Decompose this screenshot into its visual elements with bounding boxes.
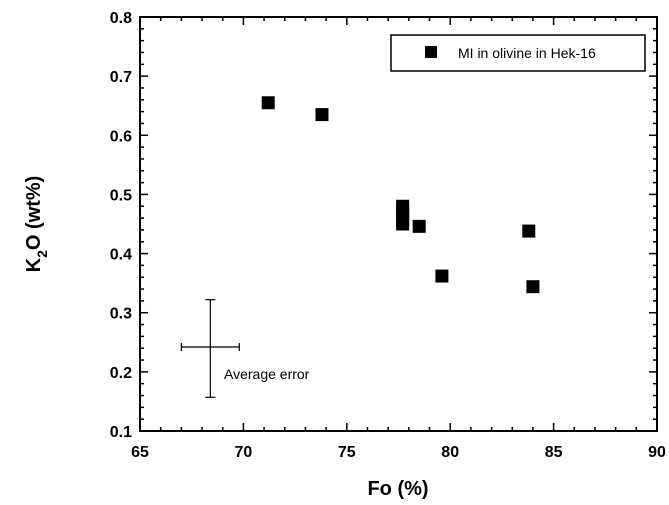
average-error-label: Average error	[224, 366, 310, 382]
data-point	[315, 108, 329, 122]
x-tick-label: 80	[441, 444, 459, 461]
y-axis-title: K2O (wt%)	[23, 176, 50, 273]
x-tick-label: 90	[648, 444, 666, 461]
x-tick-label: 75	[338, 444, 356, 461]
y-tick-label: 0.8	[110, 10, 132, 27]
data-point	[412, 219, 426, 233]
y-axis-title-subscript: 2	[34, 250, 50, 258]
y-tick-label: 0.3	[110, 306, 132, 323]
x-tick-label: 65	[131, 444, 149, 461]
x-tick-label: 70	[235, 444, 253, 461]
average-error-bar	[180, 299, 240, 398]
x-tick-label: 85	[545, 444, 563, 461]
y-axis-title-main: K	[23, 257, 45, 272]
y-tick-label: 0.4	[110, 247, 132, 264]
legend-label: MI in olivine in Hek-16	[458, 45, 596, 61]
legend: MI in olivine in Hek-16	[390, 34, 646, 72]
data-point	[396, 217, 410, 231]
tick-labels: 65 70 75 80 85 90 0.1 0.2 0.3 0.4 0.5 0.6 0.7 0.8	[110, 10, 666, 461]
x-axis-title: Fo (%)	[367, 478, 428, 500]
legend-marker	[425, 46, 437, 58]
data-points	[261, 96, 540, 294]
y-tick-label: 0.6	[110, 128, 132, 145]
y-tick-label: 0.7	[110, 69, 132, 86]
data-point	[526, 280, 540, 294]
y-tick-label: 0.2	[110, 365, 132, 382]
y-tick-label: 0.1	[110, 424, 132, 441]
data-point	[435, 269, 449, 283]
y-axis-title-rest: O (wt%)	[23, 176, 45, 250]
data-point	[522, 224, 536, 238]
data-point	[261, 96, 275, 110]
axis-ticks	[139, 16, 658, 432]
y-tick-label: 0.5	[110, 187, 132, 204]
